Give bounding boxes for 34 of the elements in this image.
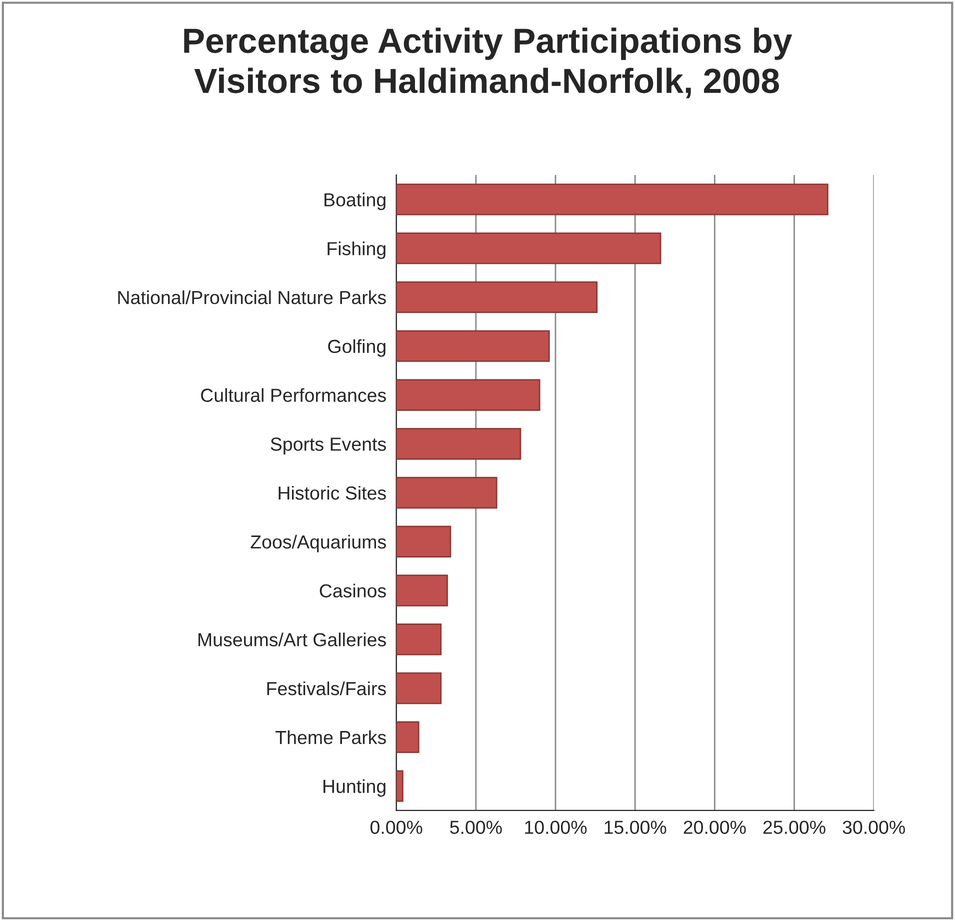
chart-title: Percentage Activity Participations by Visitors to Haldimand-Norfolk, 2008 <box>184 28 792 98</box>
bar <box>396 379 540 411</box>
y-tick-label: Zoos/Aquariums <box>250 534 386 552</box>
bar <box>396 281 598 314</box>
bar <box>396 184 828 216</box>
bar <box>396 232 662 264</box>
bar <box>396 428 522 460</box>
x-tick-label: 0.00% <box>370 820 422 834</box>
bar <box>396 624 442 656</box>
bar <box>396 672 442 704</box>
y-tick-label: Theme Parks <box>276 730 386 744</box>
y-tick-label: Hunting <box>324 779 386 797</box>
y-tick-label: National/Provincial Nature Parks <box>118 290 386 304</box>
y-tick-label: Golfing <box>328 339 386 357</box>
x-tick-label: 5.00% <box>450 820 502 834</box>
bar <box>396 574 448 606</box>
x-tick-label: 10.00% <box>525 820 587 834</box>
y-tick-label: Sports Events <box>270 438 386 455</box>
y-tick-label: Fishing <box>328 242 386 259</box>
y-tick-label: Historic Sites <box>278 486 386 500</box>
y-tick-label: Boating <box>324 192 386 210</box>
x-tick-label: 20.00% <box>684 820 746 834</box>
x-tick-label: 25.00% <box>763 820 826 834</box>
y-tick-label: Cultural Performances <box>201 388 386 402</box>
bar <box>396 476 498 509</box>
bar <box>396 770 404 802</box>
x-tick-label: 30.00% <box>842 820 905 834</box>
bar <box>396 330 550 362</box>
bar <box>396 721 420 754</box>
y-tick-label: Festivals/Fairs <box>267 681 386 696</box>
y-tick-label: Casinos <box>320 584 386 598</box>
bar <box>396 526 452 558</box>
x-tick-label: 15.00% <box>604 820 666 834</box>
y-tick-label: Museums/Art Galleries <box>198 632 386 646</box>
